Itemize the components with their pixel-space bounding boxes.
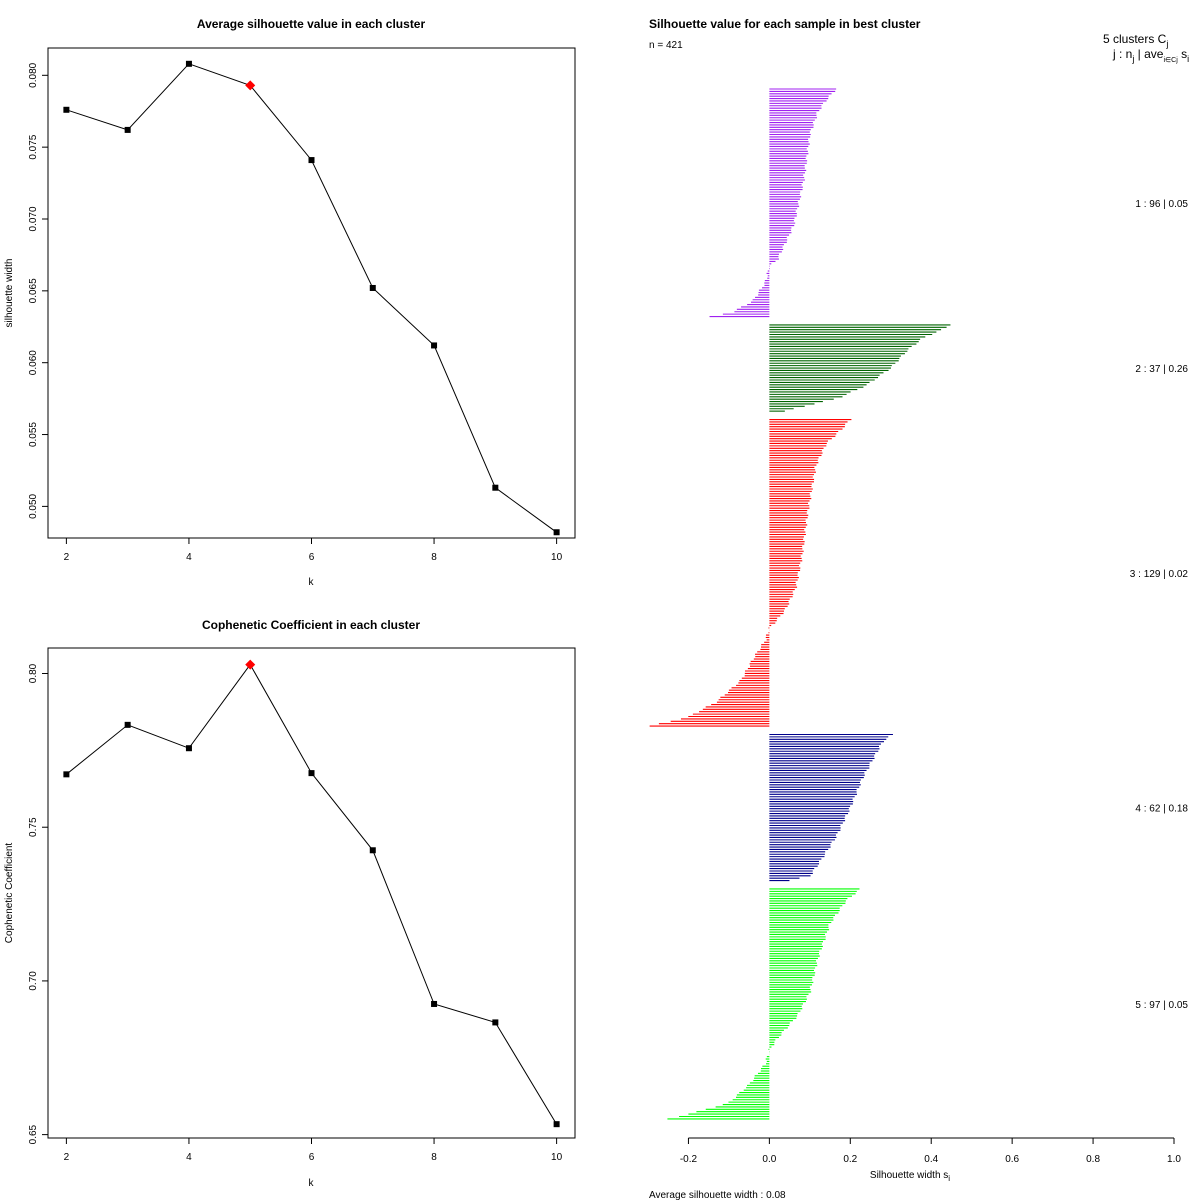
silhouette-xtick-label: 0.4 [924, 1154, 938, 1165]
cluster-label-4: 4 : 62 | 0.18 [1135, 804, 1188, 815]
silhouette-xtick-label: -0.2 [680, 1154, 698, 1165]
cophenetic-xtick-label: 4 [186, 1152, 192, 1163]
cophenetic-point-k10 [553, 1121, 560, 1128]
silhouette-xlabel-text: Silhouette width s [870, 1170, 948, 1181]
avg-silhouette-point-k4 [185, 60, 192, 67]
cophenetic-point-k6 [308, 770, 315, 777]
cluster-label-2: 2 : 37 | 0.26 [1135, 364, 1188, 375]
silhouette-xtick-label: 0.2 [843, 1154, 857, 1165]
cophenetic-ytick-label: 0.70 [28, 971, 39, 991]
avg-silhouette-point-k6 [308, 157, 315, 164]
cophenetic-xtick-label: 8 [431, 1152, 437, 1163]
cophenetic-marks [63, 659, 560, 1128]
silhouette-xtick-label: 0.0 [762, 1154, 776, 1165]
cophenetic-xtick-label: 10 [551, 1152, 563, 1163]
avg-silhouette-xtick-label: 2 [64, 552, 70, 563]
cophenetic-panel: Cophenetic Coefficient in each cluster k… [4, 618, 576, 1189]
avg-silhouette-title: Average silhouette value in each cluster [197, 17, 426, 31]
avg-silhouette-point-k10 [553, 529, 560, 536]
cluster-label-3: 3 : 129 | 0.02 [1130, 569, 1189, 580]
cophenetic-ytick-label: 0.80 [28, 663, 39, 683]
cophenetic-point-k2 [63, 771, 70, 778]
cophenetic-ytick-label: 0.65 [28, 1124, 39, 1144]
cophenetic-xtick-label: 2 [64, 1152, 70, 1163]
cophenetic-title: Cophenetic Coefficient in each cluster [202, 618, 420, 632]
avg-silhouette-ytick-label: 0.070 [28, 206, 39, 231]
silhouette-header-line2: j : nj | avei∈Cj si [1112, 47, 1189, 64]
avg-silhouette-point-k7 [369, 284, 376, 291]
cophenetic-point-k4 [185, 745, 192, 752]
silhouette-header-line1: 5 clusters Cj [1103, 32, 1168, 49]
avg-silhouette-xtick-label: 10 [551, 552, 563, 563]
cluster-label-5: 5 : 97 | 0.05 [1135, 1000, 1188, 1011]
silhouette-bars [649, 88, 951, 1120]
avg-silhouette-ticks: 2 4 6 8 10 0.050 0.055 0.060 0.065 0.070 0.075 0.08… [28, 62, 563, 563]
cophenetic-point-k9 [492, 1019, 499, 1026]
cophenetic-ticks: 2 4 6 8 10 0.65 0.70 0.75 0.80 [28, 663, 563, 1163]
header-line2-rest: | ave [1134, 47, 1163, 61]
avg-silhouette-marks [63, 60, 560, 536]
cophenetic-point-k8 [431, 1000, 438, 1007]
silhouette-x-axis: -0.2 0.0 0.2 0.4 0.6 0.8 1.0 [680, 1137, 1181, 1165]
cophenetic-xtick-label: 6 [309, 1152, 315, 1163]
silhouette-n-label: n = 421 [649, 40, 683, 51]
avg-silhouette-point-k2 [63, 106, 70, 113]
avg-silhouette-point-k9 [492, 484, 499, 491]
avg-silhouette-xlabel: k [309, 577, 315, 588]
silhouette-xtick-label: 0.8 [1086, 1154, 1100, 1165]
cophenetic-point-k7 [369, 847, 376, 854]
header-line2-text: j : n [1112, 47, 1132, 61]
avg-silhouette-xtick-label: 6 [309, 552, 315, 563]
avg-silhouette-ytick-label: 0.075 [28, 134, 39, 159]
silhouette-xlabel-sub: i [948, 1174, 950, 1183]
silhouette-title: Silhouette value for each sample in best… [649, 17, 921, 31]
cophenetic-series-line [66, 663, 558, 1125]
avg-silhouette-ytick-label: 0.060 [28, 350, 39, 375]
cluster-label-1: 1 : 96 | 0.05 [1135, 199, 1188, 210]
cophenetic-ylabel: Cophenetic Coefficient [4, 843, 15, 944]
cophenetic-xlabel: k [309, 1178, 315, 1189]
avg-silhouette-ytick-label: 0.065 [28, 278, 39, 303]
avg-silhouette-panel: Average silhouette value in each cluster… [4, 17, 576, 588]
avg-silhouette-xtick-label: 4 [186, 552, 192, 563]
silhouette-xtick-label: 1.0 [1167, 1154, 1181, 1165]
avg-silhouette-xtick-label: 8 [431, 552, 437, 563]
cophenetic-plot-frame [47, 647, 576, 1139]
header-line2-sub: j [1131, 54, 1134, 64]
cophenetic-point-k3 [124, 721, 131, 728]
header-line1-text: 5 clusters C [1103, 32, 1167, 46]
avg-silhouette-ytick-label: 0.055 [28, 422, 39, 447]
header-line2-sub2: i∈Cj [1163, 57, 1178, 64]
header-line1-sub: j [1165, 39, 1168, 49]
cophenetic-ytick-label: 0.75 [28, 817, 39, 837]
silhouette-cluster-labels: 1 : 96 | 0.05 2 : 37 | 0.26 3 : 129 | 0.02… [1130, 199, 1189, 1011]
silhouette-xlabel: Silhouette width si [870, 1170, 950, 1183]
header-line2-end: s [1178, 47, 1187, 61]
header-line2-sub3: i [1187, 54, 1189, 64]
silhouette-panel: Silhouette value for each sample in best… [649, 17, 1189, 1200]
avg-silhouette-ytick-label: 0.050 [28, 493, 39, 518]
avg-silhouette-best-point-k5 [245, 80, 256, 91]
avg-silhouette-point-k3 [124, 126, 131, 133]
avg-silhouette-point-k8 [431, 342, 438, 349]
silhouette-xtick-label: 0.6 [1005, 1154, 1019, 1165]
avg-silhouette-series-line [66, 63, 557, 533]
avg-silhouette-ytick-label: 0.080 [28, 62, 39, 87]
cophenetic-best-point-k5 [245, 659, 256, 670]
silhouette-footer: Average silhouette width : 0.08 [649, 1190, 786, 1200]
avg-silhouette-plot-frame [47, 47, 576, 539]
avg-silhouette-ylabel: silhouette width [4, 259, 15, 328]
